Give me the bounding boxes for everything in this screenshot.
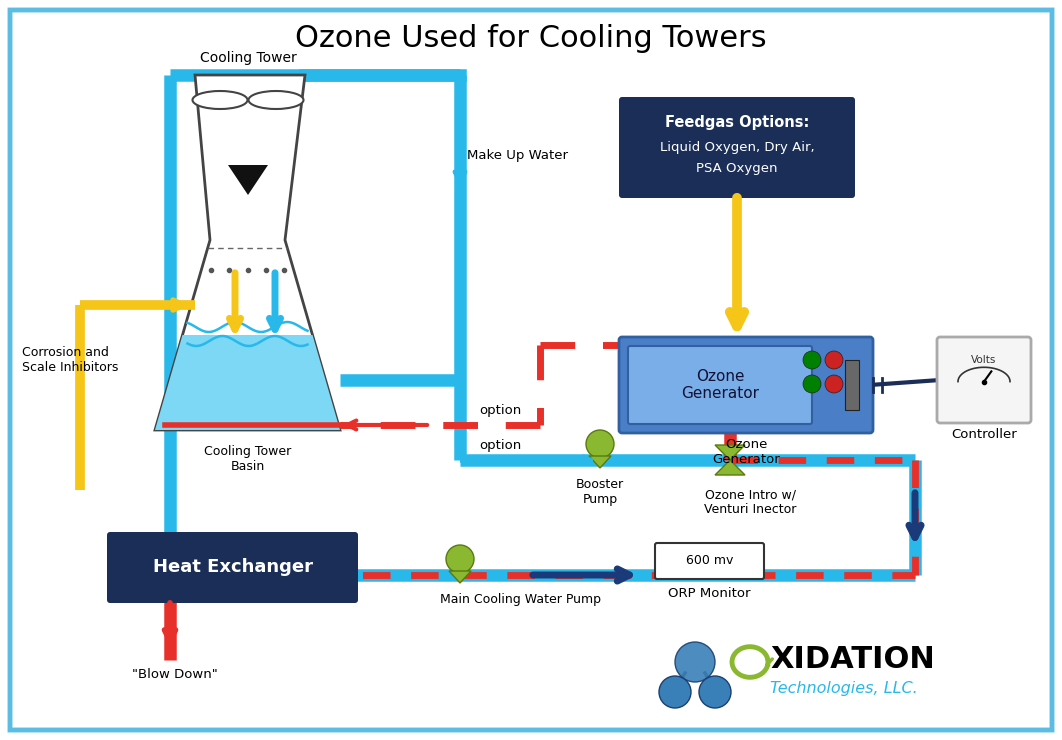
Text: Make Up Water: Make Up Water	[467, 149, 568, 161]
FancyBboxPatch shape	[107, 532, 358, 603]
Text: Booster
Pump: Booster Pump	[576, 478, 624, 506]
Text: Ozone
Generator: Ozone Generator	[681, 369, 759, 401]
Text: Main Cooling Water Pump: Main Cooling Water Pump	[440, 593, 600, 606]
Polygon shape	[155, 75, 340, 430]
FancyBboxPatch shape	[937, 337, 1031, 423]
Text: Cooling Tower: Cooling Tower	[200, 51, 296, 65]
Text: option: option	[479, 404, 521, 417]
Bar	[845, 360, 859, 410]
FancyBboxPatch shape	[619, 97, 855, 198]
Text: Ozone Intro w/
Venturi Inector: Ozone Intro w/ Venturi Inector	[704, 488, 796, 516]
Polygon shape	[449, 571, 472, 583]
Text: Liquid Oxygen, Dry Air,: Liquid Oxygen, Dry Air,	[660, 141, 815, 153]
Text: Feedgas Options:: Feedgas Options:	[665, 115, 809, 130]
Circle shape	[586, 430, 614, 458]
Polygon shape	[715, 445, 746, 475]
Text: "Blow Down": "Blow Down"	[132, 668, 218, 681]
FancyBboxPatch shape	[619, 337, 873, 433]
Text: Technologies, LLC.: Technologies, LLC.	[770, 681, 918, 696]
FancyBboxPatch shape	[628, 346, 812, 424]
Text: ORP Monitor: ORP Monitor	[668, 587, 751, 600]
Text: 600 mv: 600 mv	[686, 554, 733, 568]
Text: Ozone
Generator: Ozone Generator	[713, 438, 780, 466]
Text: Cooling Tower
Basin: Cooling Tower Basin	[204, 445, 292, 473]
Polygon shape	[155, 335, 340, 430]
Ellipse shape	[249, 91, 304, 109]
Circle shape	[446, 545, 474, 573]
Polygon shape	[228, 165, 268, 195]
Text: Volts: Volts	[972, 355, 997, 365]
Text: XIDATION: XIDATION	[770, 645, 935, 674]
Circle shape	[803, 375, 821, 393]
Text: Corrosion and
Scale Inhibitors: Corrosion and Scale Inhibitors	[22, 346, 118, 374]
Polygon shape	[589, 456, 611, 468]
Circle shape	[699, 676, 731, 708]
Text: Heat Exchanger: Heat Exchanger	[153, 559, 312, 576]
Text: PSA Oxygen: PSA Oxygen	[697, 161, 777, 175]
Text: Ozone Used for Cooling Towers: Ozone Used for Cooling Towers	[295, 24, 767, 53]
Circle shape	[675, 642, 715, 682]
FancyBboxPatch shape	[655, 543, 764, 579]
Text: Controller: Controller	[952, 428, 1017, 441]
Circle shape	[803, 351, 821, 369]
Text: option: option	[479, 439, 521, 452]
Circle shape	[660, 676, 691, 708]
Circle shape	[825, 351, 843, 369]
FancyBboxPatch shape	[10, 10, 1052, 730]
Circle shape	[825, 375, 843, 393]
Ellipse shape	[192, 91, 247, 109]
